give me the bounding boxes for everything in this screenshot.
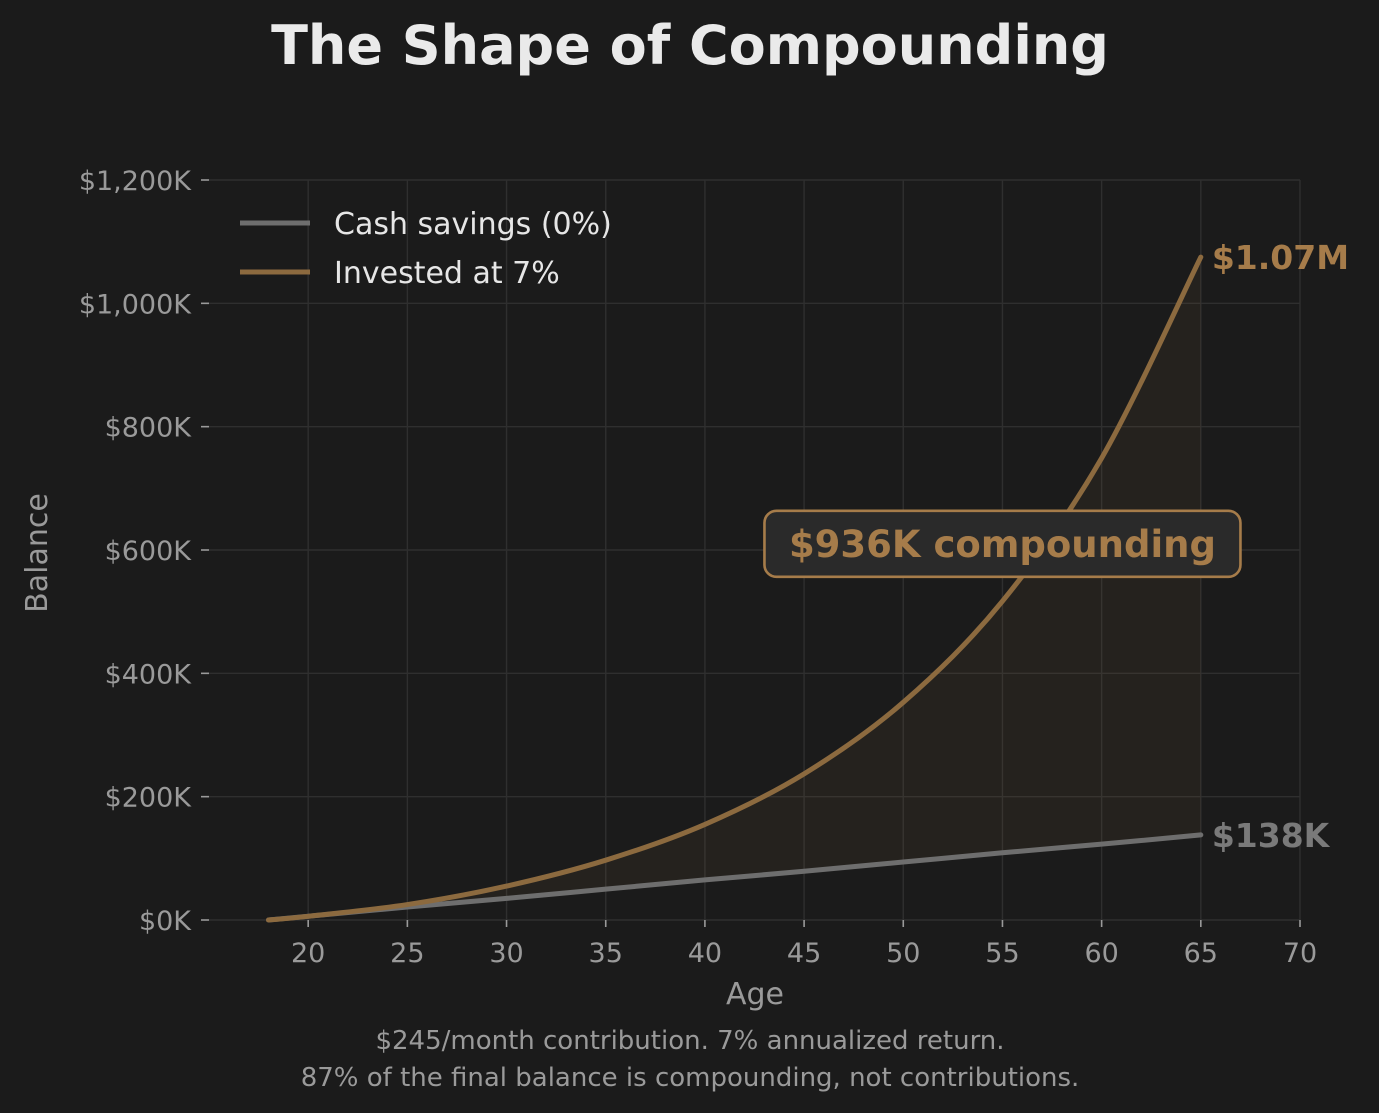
legend-label-1: Invested at 7%: [334, 256, 560, 291]
x-tick-label-20: 20: [291, 938, 325, 969]
y-tick-label-400: $400K: [105, 659, 193, 690]
x-tick-label-60: 60: [1084, 938, 1118, 969]
legend-label-0: Cash savings (0%): [334, 207, 612, 242]
y-tick-label-800: $800K: [105, 413, 193, 444]
caption-line-1: $245/month contribution. 7% annualized r…: [375, 1026, 1004, 1056]
x-tick-label-65: 65: [1184, 938, 1218, 969]
x-tick-label-35: 35: [589, 938, 623, 969]
x-tick-label-45: 45: [787, 938, 821, 969]
x-tick-label-55: 55: [985, 938, 1019, 969]
annotation-text: $936K compounding: [789, 523, 1216, 566]
x-tick-label-40: 40: [688, 938, 722, 969]
compounding-annotation: $936K compounding: [763, 509, 1242, 579]
chart-title: The Shape of Compounding: [271, 14, 1109, 77]
caption-line-2: 87% of the final balance is compounding,…: [301, 1063, 1080, 1093]
x-tick-label-25: 25: [390, 938, 424, 969]
y-tick-label-1000: $1,000K: [79, 289, 192, 320]
compounding-gap-fill: [268, 257, 1201, 921]
annotation-box: [763, 509, 1242, 579]
end-label-1: $138K: [1212, 816, 1331, 855]
x-tick-label-50: 50: [886, 938, 920, 969]
caption: $245/month contribution. 7% annualized r…: [301, 1026, 1080, 1093]
compounding-fill-area: [268, 257, 1201, 921]
y-tick-label-200: $200K: [105, 783, 193, 814]
end-labels: $1.07M $138K: [1212, 238, 1349, 855]
legend: Cash savings (0%) Invested at 7%: [240, 207, 612, 291]
y-tick-label-1200: $1,200K: [79, 166, 192, 197]
x-tick-label-30: 30: [489, 938, 523, 969]
x-tick-label-70: 70: [1283, 938, 1317, 969]
y-tick-label-600: $600K: [105, 536, 193, 567]
axes: 20 25 30 35 40 45 50 55 60 65 70 $0K $200K $400K $600K…: [79, 166, 1317, 969]
end-label-0: $1.07M: [1212, 238, 1349, 277]
y-axis-label: Balance: [20, 493, 55, 613]
y-tick-label-0: $0K: [139, 906, 192, 937]
x-axis-label: Age: [726, 977, 784, 1012]
